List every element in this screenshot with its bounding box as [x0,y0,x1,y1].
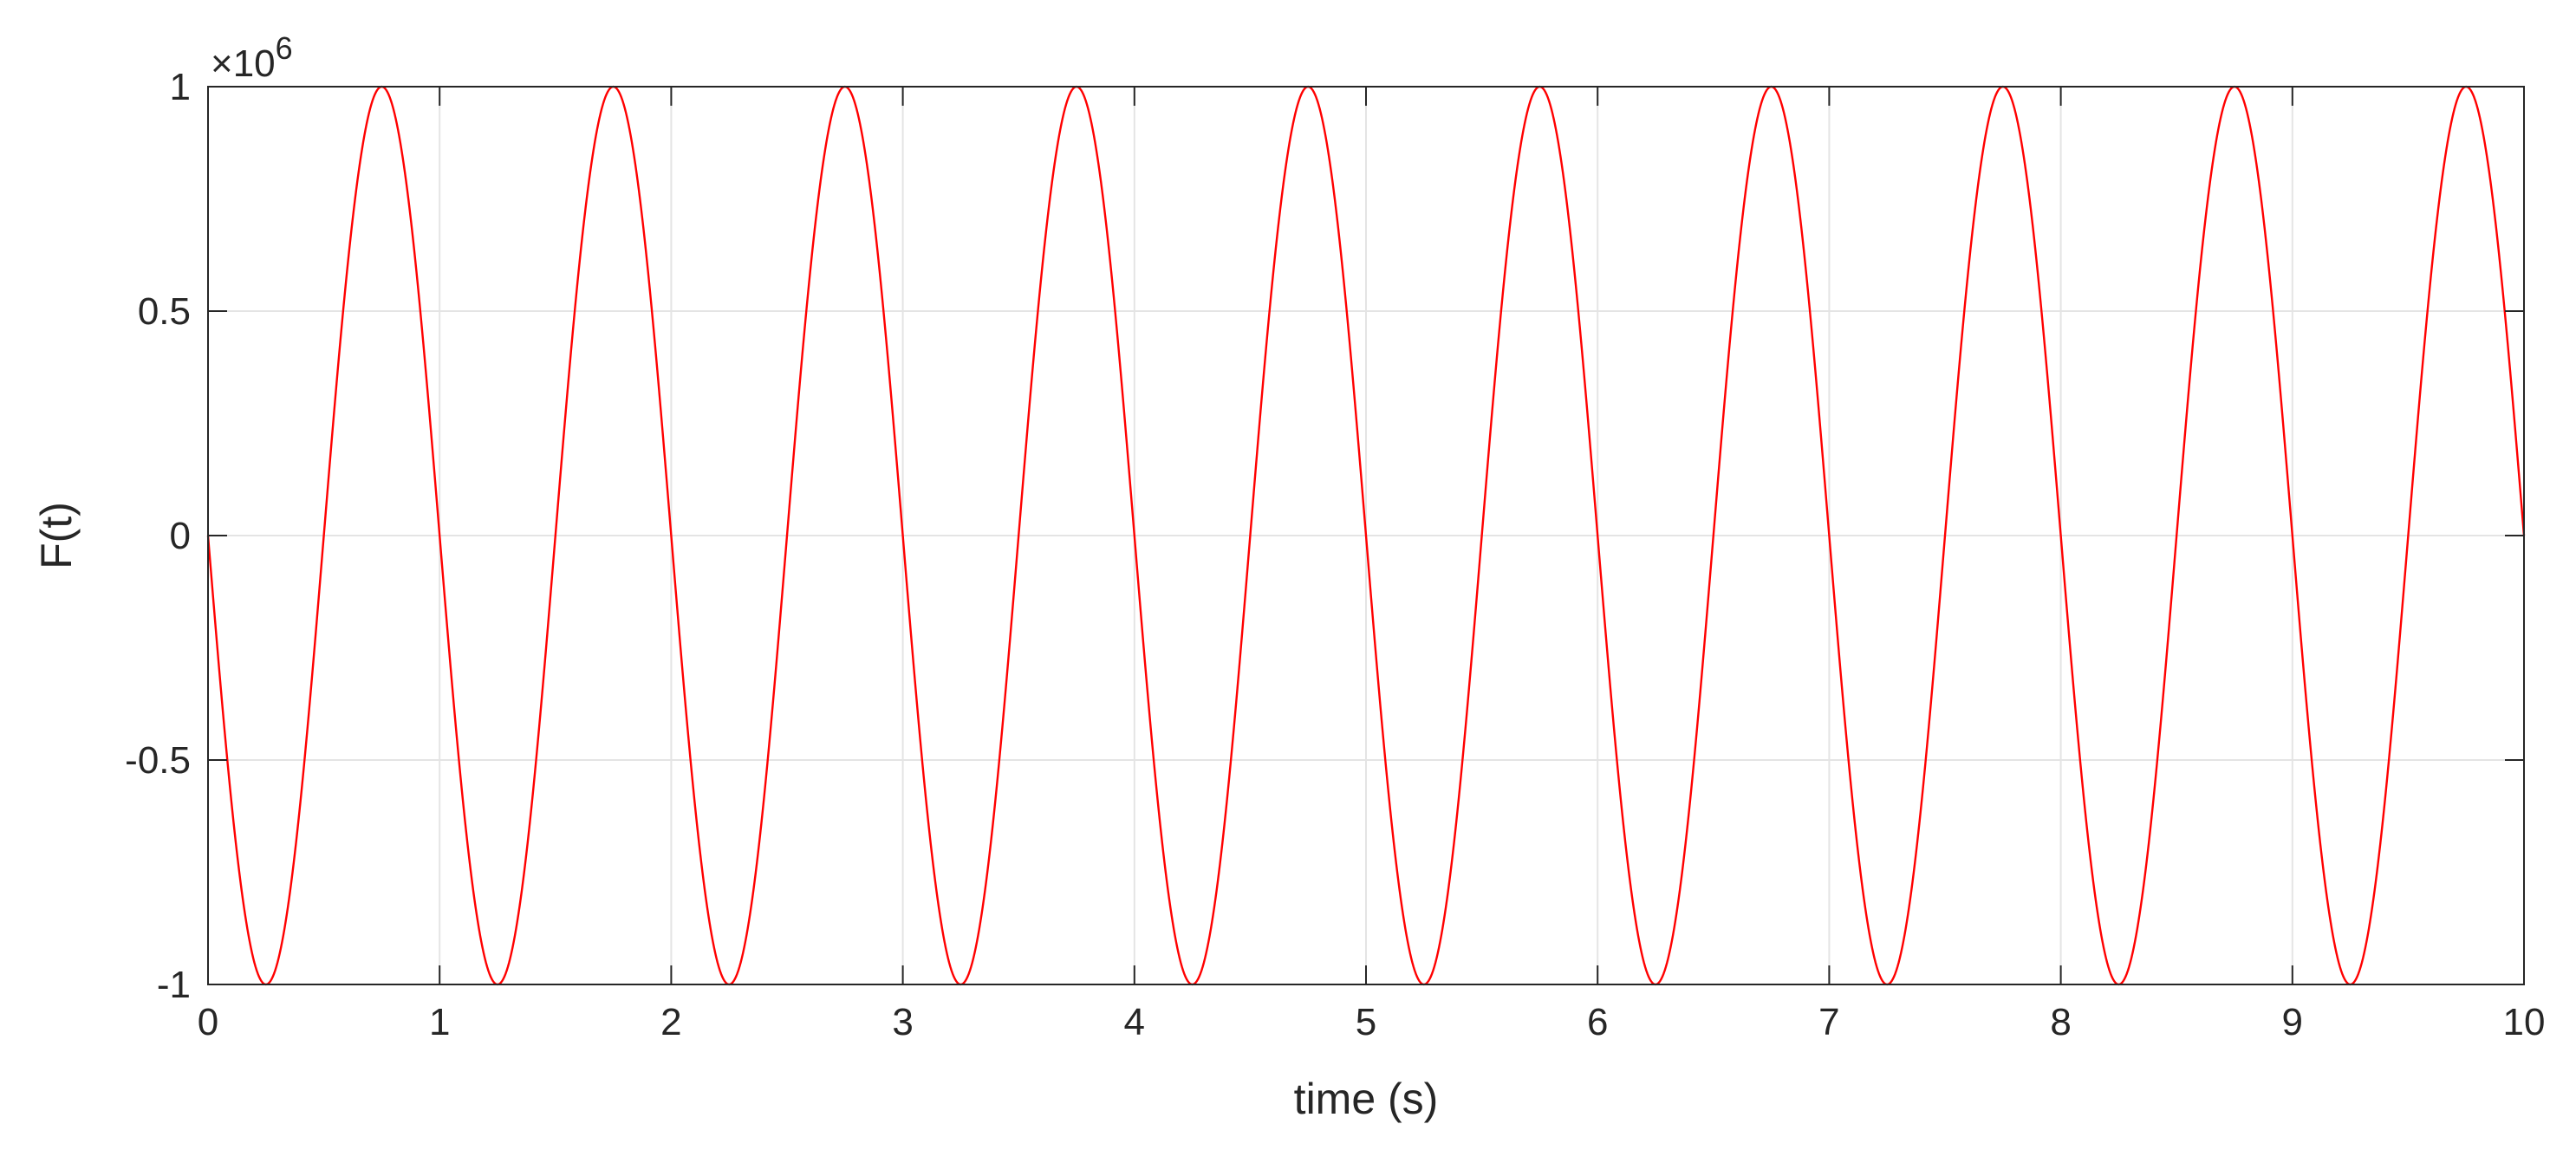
x-tick-label: 7 [1818,1001,1839,1043]
y-exponent-power: 6 [276,30,293,66]
x-tick-label: 4 [1124,1001,1145,1043]
y-tick-label: -1 [157,964,191,1006]
x-tick-label: 10 [2503,1001,2546,1043]
series-line [206,85,2526,986]
y-tick-label: 0 [170,515,191,557]
x-tick-label: 0 [198,1001,218,1043]
x-tick-label: 5 [1356,1001,1376,1043]
y-axis-label: F(t) [32,502,81,569]
x-tick-label: 8 [2050,1001,2071,1043]
y-tick-label: -0.5 [125,739,191,782]
x-tick-labels: 0 1 2 3 4 5 6 7 8 9 10 [198,1001,2546,1043]
x-axis-label: time (s) [1294,1075,1439,1123]
x-tick-label: 1 [429,1001,450,1043]
y-axis-exponent: ×106 [211,30,293,85]
x-tick-label: 9 [2282,1001,2303,1043]
y-tick-labels: -1 -0.5 0 0.5 1 [125,66,191,1006]
y-tick-label: 1 [170,66,191,108]
ticks [207,86,2525,985]
y-tick-label: 0.5 [138,290,191,333]
x-tick-label: 2 [660,1001,681,1043]
x-tick-label: 3 [892,1001,913,1043]
x-tick-label: 6 [1587,1001,1608,1043]
series-layer [206,85,2526,986]
y-exponent-prefix: ×10 [211,42,276,85]
